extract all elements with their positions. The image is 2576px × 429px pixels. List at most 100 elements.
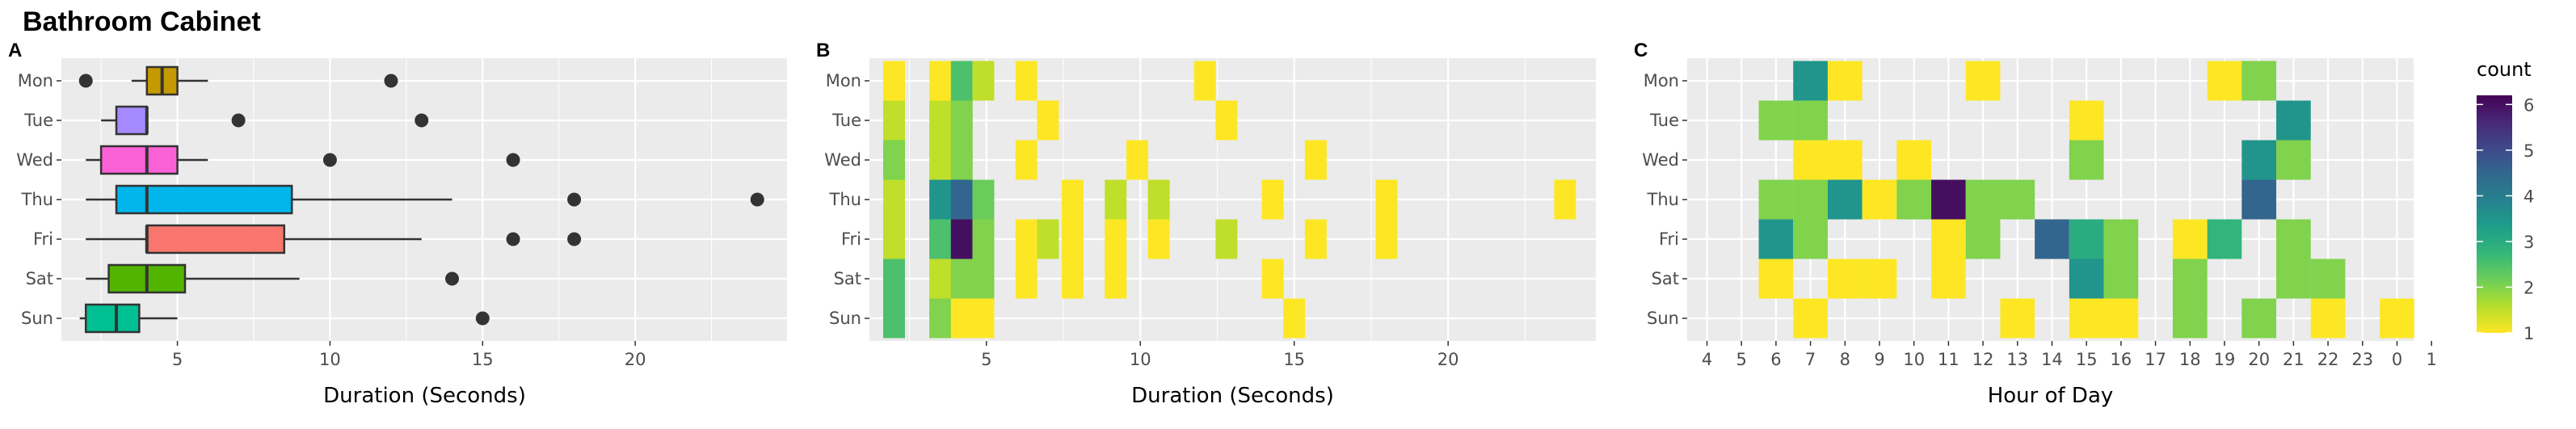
heat-cell	[950, 100, 973, 141]
y-tick-label: Wed	[1642, 150, 1679, 170]
legend-tick-label: 6	[2523, 95, 2534, 115]
heat-cell	[929, 100, 952, 141]
x-axis-title: Duration (Seconds)	[1131, 384, 1334, 408]
heat-cell	[1215, 219, 1238, 259]
heat-cell	[2241, 179, 2277, 220]
heat-cell	[1758, 179, 1794, 220]
heat-cell	[2207, 219, 2242, 259]
heat-cell	[1827, 259, 1863, 299]
heat-cell	[929, 259, 952, 299]
x-tick-label: 9	[1874, 350, 1884, 369]
panel-a: A Mon Tue Wed Thu Fri Sat Sun Duration (Seconds)…	[8, 40, 789, 408]
y-tick-label: Thu	[1647, 190, 1679, 209]
heat-cell	[1126, 140, 1148, 180]
heat-cell	[2172, 298, 2208, 339]
outlier-point	[384, 74, 398, 88]
x-tick-label: 15	[472, 350, 494, 369]
x-tick-label: 8	[1840, 350, 1850, 369]
heat-cell	[1375, 219, 1398, 259]
y-tick-label: Wed	[16, 150, 53, 170]
y-tick-label: Sun	[21, 309, 53, 328]
x-tick-label: 20	[625, 350, 646, 369]
legend-tick-label: 1	[2523, 324, 2534, 343]
heat-cell	[972, 259, 995, 299]
outlier-point	[231, 113, 246, 128]
heat-cell	[2069, 100, 2104, 141]
panel-b: B Mon Tue Wed Thu Fri Sat Sun Duration (Seconds)…	[816, 40, 1603, 408]
y-tick-label: Wed	[824, 150, 861, 170]
x-tick-label: 10	[1903, 350, 1925, 369]
heat-cell	[950, 219, 973, 259]
heat-cell	[882, 179, 905, 220]
heat-cell	[2207, 61, 2242, 101]
heat-cell	[929, 179, 952, 220]
box-thu	[115, 184, 293, 215]
heat-cell	[1283, 298, 1306, 339]
heat-cell	[1827, 61, 1863, 101]
heat-cell	[1827, 179, 1863, 220]
heat-cell	[950, 179, 973, 220]
heat-cell	[972, 179, 995, 220]
heat-cell	[1061, 219, 1084, 259]
x-tick-label: 18	[2179, 350, 2201, 369]
heat-cell	[1758, 100, 1794, 141]
y-tick-label: Mon	[18, 71, 53, 90]
heat-cell	[2172, 219, 2208, 259]
heat-cell	[2241, 140, 2277, 180]
heat-cell	[2276, 259, 2311, 299]
y-tick-label: Sat	[26, 269, 53, 288]
y-tick-label: Sun	[829, 309, 861, 328]
box-wed	[99, 145, 179, 175]
heat-cell	[1965, 61, 2001, 101]
y-tick-label: Thu	[829, 190, 861, 209]
count-legend: count 1 2 3 4 5 6	[2477, 58, 2534, 343]
heat-cell	[1147, 179, 1170, 220]
heat-cell	[2310, 298, 2346, 339]
heat-cell	[1554, 179, 1576, 220]
y-tick-label: Tue	[831, 111, 861, 130]
heat-cell	[2069, 259, 2104, 299]
heat-cell	[1896, 140, 1932, 180]
y-tick-label: Sun	[1647, 309, 1679, 328]
y-tick-label: Fri	[841, 229, 861, 249]
x-tick-label: 23	[2351, 350, 2373, 369]
y-tick-label: Tue	[1649, 111, 1679, 130]
x-tick-label: 15	[1283, 350, 1305, 369]
x-tick-label: 6	[1770, 350, 1781, 369]
heat-cell	[1758, 219, 1794, 259]
outlier-point	[506, 232, 520, 246]
legend-tick-label: 2	[2523, 278, 2534, 297]
heat-cell	[882, 298, 905, 339]
outlier-point	[506, 153, 520, 167]
x-axis-title: Duration (Seconds)	[323, 384, 526, 408]
heat-cell	[1758, 259, 1794, 299]
heat-cell	[2069, 298, 2104, 339]
y-tick-label: Sat	[834, 269, 861, 288]
heat-cell	[929, 298, 952, 339]
heat-cell	[1261, 259, 1284, 299]
heat-cell	[950, 259, 973, 299]
heat-cell	[1793, 219, 1828, 259]
x-tick-label: 10	[319, 350, 341, 369]
heat-cell	[1793, 100, 1828, 141]
outlier-point	[475, 311, 490, 326]
box-fri	[145, 224, 285, 254]
heat-cell	[972, 219, 995, 259]
heat-cell	[1015, 259, 1038, 299]
heat-cell	[1931, 259, 1966, 299]
heat-cell	[1015, 140, 1038, 180]
heat-cell	[2241, 61, 2277, 101]
heat-cell	[2000, 179, 2035, 220]
heat-cell	[1896, 179, 1932, 220]
x-tick-label: 22	[2317, 350, 2339, 369]
heat-cell	[1827, 140, 1863, 180]
x-tick-label: 19	[2214, 350, 2236, 369]
heat-cell	[1862, 259, 1897, 299]
heat-cell	[2310, 259, 2346, 299]
legend-tick-label: 4	[2523, 187, 2534, 206]
outlier-point	[78, 74, 93, 88]
heat-cell	[929, 140, 952, 180]
heat-cell	[1105, 259, 1127, 299]
